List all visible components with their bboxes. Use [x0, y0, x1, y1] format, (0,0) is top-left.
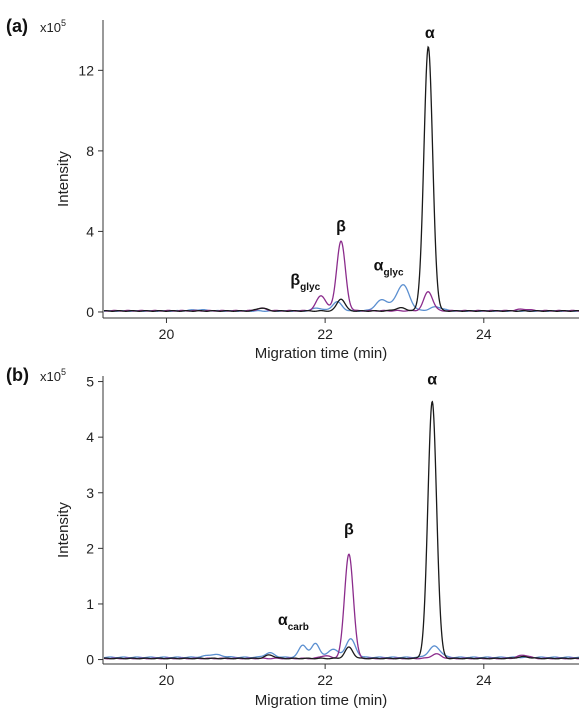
y-tick-label: 2 — [86, 540, 94, 556]
peak-annotation: βglyc — [290, 272, 320, 293]
x-axis-title: Migration time (min) — [255, 345, 388, 362]
y-multiplier-base: x10 — [40, 20, 61, 35]
y-axis-title: Intensity — [55, 502, 72, 558]
y-multiplier: x105 — [40, 367, 66, 384]
y-tick-label: 12 — [78, 62, 94, 78]
panel-label: (a) — [6, 16, 28, 36]
trace-blue-series — [104, 284, 579, 312]
y-multiplier-exponent: 5 — [61, 18, 66, 28]
peak-annotation-symbol: α — [427, 371, 437, 388]
y-tick-label: 4 — [86, 223, 94, 239]
peak-annotation: α — [427, 371, 437, 388]
x-tick-label: 20 — [159, 326, 175, 342]
y-multiplier-base: x10 — [40, 369, 61, 384]
y-tick-label: 4 — [86, 429, 94, 445]
x-tick-label: 22 — [317, 326, 333, 342]
chart-panel-a: (a) x105 0 4 8 12 20 22 24 Migration time (min) In… — [6, 16, 579, 362]
peak-annotation-symbol: β — [290, 272, 300, 289]
y-tick-label: 5 — [86, 374, 94, 390]
peak-annotation-subscript: glyc — [384, 268, 404, 279]
y-multiplier-exponent: 5 — [61, 367, 66, 377]
peak-annotation-symbol: α — [278, 612, 288, 629]
trace-purple-series — [104, 240, 579, 312]
y-axis-title: Intensity — [55, 151, 72, 207]
trace-black-series — [104, 400, 579, 660]
x-axis-title: Migration time (min) — [255, 692, 388, 709]
x-tick-label: 22 — [317, 672, 333, 688]
peak-annotation: αcarb — [278, 612, 309, 633]
peak-annotation-subscript: carb — [288, 622, 309, 633]
peak-annotation: αglyc — [374, 258, 404, 279]
peak-annotation-symbol: α — [425, 25, 435, 42]
peak-annotation-symbol: β — [336, 218, 346, 235]
peak-annotation: β — [336, 218, 346, 235]
peak-annotation-subscript: glyc — [300, 282, 320, 293]
y-tick-label: 3 — [86, 485, 94, 501]
x-tick-label: 24 — [476, 326, 492, 342]
trace-purple-series — [104, 553, 579, 660]
x-tick-label: 20 — [159, 672, 175, 688]
peak-annotation-symbol: α — [374, 258, 384, 275]
trace-black-series — [104, 45, 579, 312]
peak-annotation: α — [425, 25, 435, 42]
x-tick-label: 24 — [476, 672, 492, 688]
y-multiplier: x105 — [40, 18, 66, 35]
y-tick-label: 0 — [86, 304, 94, 320]
y-tick-label: 8 — [86, 143, 94, 159]
y-tick-label: 1 — [86, 596, 94, 612]
panel-label: (b) — [6, 365, 29, 385]
peak-annotation: β — [344, 521, 354, 538]
peak-annotation-symbol: β — [344, 521, 354, 538]
y-tick-label: 0 — [86, 652, 94, 668]
